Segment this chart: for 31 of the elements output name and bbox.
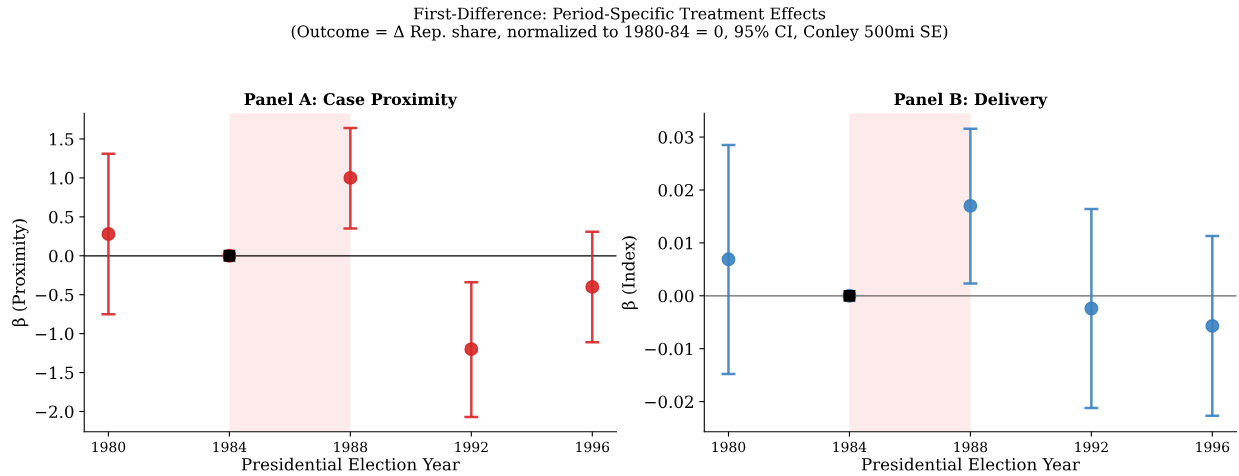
y-tick-label: 0.5 [49,210,74,224]
x-tick-label: 1996 [1196,441,1230,453]
chart-title: Panel B: Delivery [894,92,1048,109]
chart-title: Panel A: Case Proximity [244,92,458,109]
y-axis-title: β (Index) [621,236,638,310]
x-tick-label: 1992 [1075,441,1108,453]
y-tick-label: −0.5 [35,288,74,302]
x-axis-title: Presidential Election Year [861,457,1080,471]
x-axis-title: Presidential Election Year [241,457,460,471]
y-tick-label: −0.01 [645,342,693,356]
x-tick-label: 1980 [712,441,746,453]
y-tick-label: 0.0 [49,249,74,263]
x-tick-label: 1992 [455,441,488,453]
y-tick-label: 0.00 [658,289,694,303]
y-tick-label: 0.01 [658,236,693,250]
x-tick-label: 1984 [213,441,247,453]
x-tick-label: 1996 [576,441,610,453]
x-tick-label: 1980 [92,441,126,453]
text: First-Difference: Period-Specific Treatment Effects (Outcome = Δ Rep. share, normalized to 1980-84 = 0, 95% CI, Conley 500mi SE) [291,7,948,41]
y-tick-label: −2.0 [35,405,74,419]
y-tick-label: 1.0 [50,171,74,185]
y-tick-label: 0.03 [658,131,694,144]
y-tick-label: 1.5 [50,132,74,146]
x-tick-label: 1988 [334,441,368,453]
y-axis-title: β (Proximity) [12,219,29,327]
y-tick-label: −0.02 [645,395,693,409]
x-tick-label: 1984 [833,441,867,453]
y-tick-label: −1.5 [35,366,74,380]
x-tick-label: 1988 [954,441,988,453]
y-tick-label: −1.0 [35,327,74,341]
y-tick-label: 0.02 [658,183,693,197]
